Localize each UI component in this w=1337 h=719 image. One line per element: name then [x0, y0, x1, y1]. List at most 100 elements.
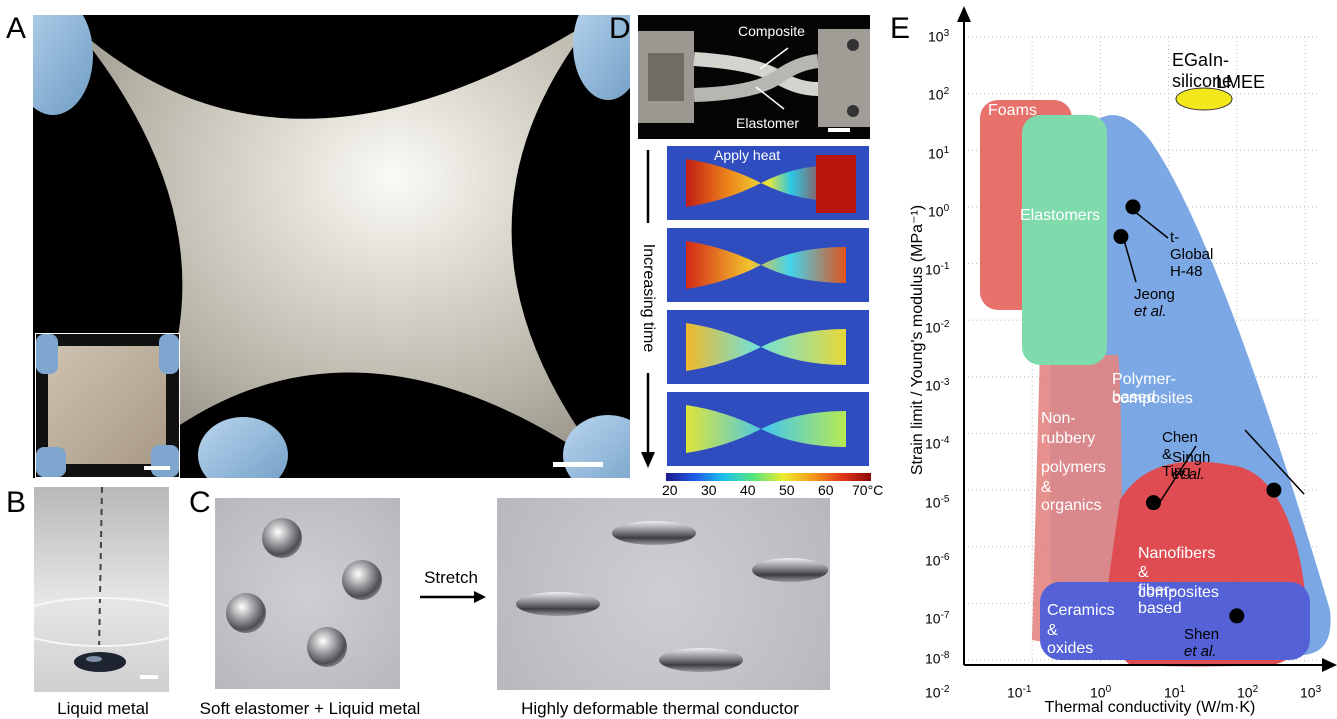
x-tick: 10-2 [925, 684, 950, 701]
scale-bar-d [828, 128, 850, 132]
colorbar-tick: 30 [701, 482, 717, 498]
thermal-frame-4 [667, 392, 869, 466]
droplets-after-stretch [497, 498, 830, 690]
y-axis-title: Strain limit / Young's modulus (MPa⁻¹) [907, 150, 927, 530]
thermal-frame-3 [667, 310, 869, 384]
region-lmee [1175, 87, 1233, 111]
thermal-frames [667, 146, 869, 466]
x-axis-arrow-icon [1322, 658, 1337, 672]
increasing-time-text: Increasing time [640, 243, 657, 353]
colorbar-ticks: 20 30 40 50 60 70°C [656, 482, 896, 500]
label-tglobal: t-Global H-48 [1170, 229, 1214, 280]
label-nanofibers: Nanofibers [1138, 545, 1216, 562]
label-nanofibers: & fiber-based [1138, 564, 1182, 617]
x-tick: 103 [1300, 684, 1322, 701]
label-lmee: EGaIn-silicone [1172, 50, 1233, 91]
caption-soft-elastomer: Soft elastomer + Liquid metal [199, 699, 421, 718]
y-tick: 101 [928, 145, 950, 162]
data-point [1113, 229, 1129, 245]
droplet [262, 518, 302, 558]
caption-liquid-metal: Liquid metal [57, 699, 149, 718]
label-nonrubbery: Non- [1041, 410, 1076, 427]
inset-scale-bar [144, 466, 170, 470]
label-elastomers: Elastomers [1020, 207, 1101, 224]
label-polymer: Polymer-based [1112, 371, 1177, 406]
liquid-metal-photo [34, 487, 169, 692]
y-axis-arrow-icon [957, 6, 971, 22]
scale-bar-b [140, 675, 158, 679]
stretched-droplet [752, 558, 828, 582]
liquid-metal-drop [34, 487, 169, 672]
region-nonrubbery [1032, 350, 1122, 645]
glove-bottom-left [198, 417, 288, 478]
y-tick: 10-5 [925, 494, 950, 511]
droplet [226, 593, 266, 633]
glove-top-left [33, 15, 93, 115]
elastomer-label: Elastomer [736, 115, 800, 131]
y-tick: 10-3 [925, 377, 950, 394]
data-point [1145, 495, 1161, 511]
droplets-before-stretch [215, 498, 400, 689]
panel-label-b: B [6, 486, 27, 519]
label-ceramics: & oxides [1047, 622, 1094, 657]
panel-label-d: D [609, 12, 631, 45]
panel-label-e: E [890, 12, 911, 45]
stretch-arrow-icon [420, 591, 486, 603]
data-point [1229, 608, 1245, 624]
y-tick: 100 [928, 203, 950, 220]
x-axis-title: Thermal conductivity (W/m·K) [1044, 699, 1256, 716]
stretched-sheet-illustration [33, 15, 630, 478]
y-tick: 10-6 [925, 552, 950, 569]
x-tick: 102 [1237, 684, 1259, 701]
x-tick: 100 [1090, 684, 1112, 701]
label-foams: Foams [988, 102, 1037, 119]
data-point [1266, 482, 1282, 498]
colorbar-tick: 50 [779, 482, 795, 498]
composite-label: Composite [738, 23, 805, 39]
inset-photo [35, 333, 180, 478]
thermal-images: Apply heat [666, 145, 871, 471]
colorbar [666, 473, 871, 481]
thermal-frame-1 [667, 146, 869, 220]
glove-top-right [573, 15, 630, 100]
label-nonrubbery: rubbery [1041, 430, 1096, 447]
stretched-droplet [516, 592, 600, 616]
x-tick: 10-1 [1007, 684, 1032, 701]
composite-photo: Composite Elastomer [638, 15, 870, 139]
y-tick: 103 [928, 28, 950, 45]
x-tick: 101 [1164, 684, 1186, 701]
y-tick: 102 [928, 86, 950, 103]
stretched-droplet [659, 648, 743, 672]
stretched-droplet [612, 521, 696, 545]
data-point [1125, 199, 1141, 215]
caption-deformable: Highly deformable thermal conductor [521, 699, 799, 718]
label-chen: Chen & Ting [1162, 429, 1198, 480]
label-polymer: composites [1112, 390, 1193, 407]
increasing-time-label: Increasing time [637, 223, 657, 373]
y-tick: 10-2 [925, 319, 950, 336]
label-ceramics: Ceramics [1047, 602, 1115, 619]
region-ceramics [1040, 582, 1310, 660]
stretched-sheet-photo [33, 15, 630, 478]
y-tick: 10-4 [925, 435, 950, 452]
thermal-frame-2 [667, 228, 869, 302]
data-points [1113, 199, 1282, 624]
colorbar-tick: 20 [662, 482, 678, 498]
apply-heat-label: Apply heat [714, 147, 781, 163]
chart-e [957, 6, 1337, 672]
droplet [307, 627, 347, 667]
panel-label-c: C [189, 486, 211, 519]
region-elastomers [1022, 115, 1107, 365]
label-nonrubbery: & organics [1041, 479, 1102, 514]
scale-bar-a [553, 462, 603, 467]
label-lmee: LMEE [1216, 72, 1266, 92]
y-tick: 10-7 [925, 610, 950, 627]
droplet [342, 560, 382, 600]
label-nonrubbery: polymers [1041, 459, 1106, 476]
label-nanofibers: composites [1138, 584, 1219, 601]
stretch-label: Stretch [424, 568, 478, 587]
colorbar-tick: 60 [818, 482, 834, 498]
panel-label-a: A [6, 12, 27, 45]
label-jeong: Jeong et al. [1134, 286, 1175, 320]
y-tick: 10-8 [925, 650, 950, 667]
